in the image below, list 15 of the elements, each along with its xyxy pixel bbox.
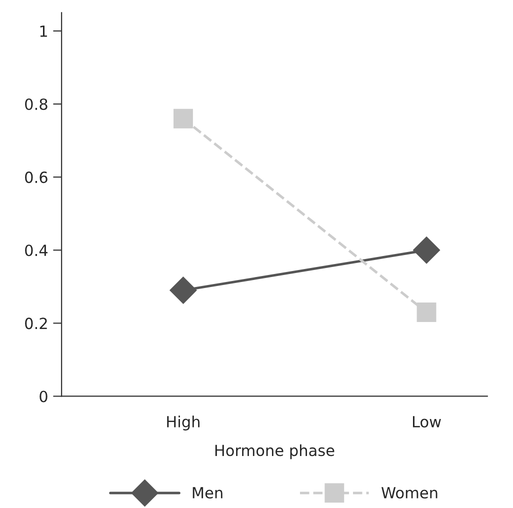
x-tick-label: High: [167, 416, 200, 430]
point: [413, 236, 440, 264]
point: [170, 276, 197, 304]
x-tick-label: Low: [412, 416, 441, 428]
y-tick-label: 0.2: [25, 318, 47, 330]
point: [173, 108, 193, 128]
legend-label: Women: [382, 487, 438, 499]
point: [416, 302, 436, 322]
x-axis-title: Hormone phase: [215, 444, 334, 460]
y-tick-label: 1: [40, 26, 47, 37]
y-tick-label: 0.8: [25, 98, 48, 110]
y-tick-label: 0.4: [25, 244, 48, 256]
y-tick-label: 0.6: [25, 172, 48, 184]
y-tick-label: 0: [40, 390, 48, 402]
legend-label: Men: [192, 487, 222, 499]
